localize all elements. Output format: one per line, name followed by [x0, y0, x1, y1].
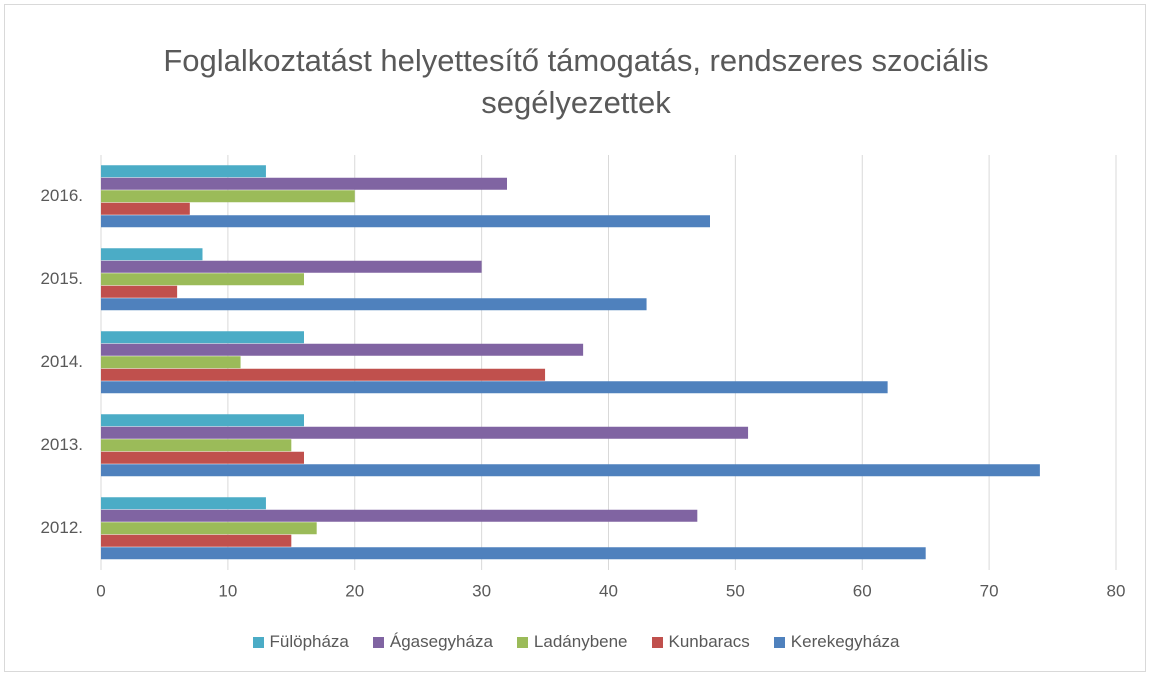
bar: [101, 248, 203, 261]
bar: [101, 215, 710, 228]
legend-item: Kunbaracs: [651, 632, 750, 652]
bar: [101, 497, 266, 510]
bar: [101, 260, 482, 273]
bar: [101, 464, 1040, 477]
x-tick-label: 50: [726, 581, 745, 600]
legend-label: Fülöpháza: [269, 632, 349, 651]
x-tick-label: 40: [599, 581, 618, 600]
legend-item: Fülöpháza: [252, 632, 349, 652]
bar: [101, 190, 355, 203]
chart-frame: [4, 4, 1146, 672]
x-tick-label: 0: [96, 581, 105, 600]
bar: [101, 426, 749, 439]
legend-swatch: [372, 636, 384, 648]
bar: [101, 509, 698, 522]
legend-label: Ladánybene: [533, 632, 628, 651]
bar: [101, 368, 546, 381]
x-tick-label: 80: [1107, 581, 1126, 600]
x-tick-label: 60: [853, 581, 872, 600]
bar: [101, 381, 888, 394]
y-tick-label: 2016.: [40, 186, 83, 205]
legend-swatch: [773, 636, 785, 648]
y-tick-label: 2014.: [40, 352, 83, 371]
x-tick-label: 30: [472, 581, 491, 600]
bar: [101, 534, 292, 547]
y-tick-label: 2015.: [40, 269, 83, 288]
x-tick-label: 20: [345, 581, 364, 600]
legend-item: Ágasegyháza: [372, 632, 493, 652]
y-tick-label: 2012.: [40, 518, 83, 537]
bar: [101, 298, 647, 311]
bar: [101, 165, 266, 178]
bar: [101, 356, 241, 369]
legend-swatch: [516, 636, 528, 648]
x-tick-label: 10: [218, 581, 237, 600]
bar: [101, 177, 507, 190]
chart-title: Foglalkoztatást helyettesítő támogatás, …: [163, 43, 989, 120]
legend-swatch: [252, 636, 264, 648]
x-tick-label: 70: [980, 581, 999, 600]
legend-label: Kunbaracs: [668, 632, 750, 651]
bar: [101, 202, 190, 215]
legend-swatch: [651, 636, 663, 648]
bar: [101, 331, 304, 344]
legend-label: Kerekegyháza: [790, 632, 900, 651]
bar: [101, 414, 304, 427]
bar: [101, 343, 584, 356]
bar: [101, 451, 304, 464]
y-tick-label: 2013.: [40, 435, 83, 454]
legend-item: Kerekegyháza: [773, 632, 900, 652]
legend: Fülöpháza Ágasegyháza Ladánybene Kunbaracs K…: [0, 632, 1152, 652]
bar: [101, 285, 178, 298]
bar: [101, 439, 292, 452]
bar: [101, 522, 317, 535]
legend-item: Ladánybene: [516, 632, 628, 652]
legend-label: Ágasegyháza: [389, 632, 493, 651]
bar: [101, 273, 304, 286]
bar: [101, 547, 926, 560]
